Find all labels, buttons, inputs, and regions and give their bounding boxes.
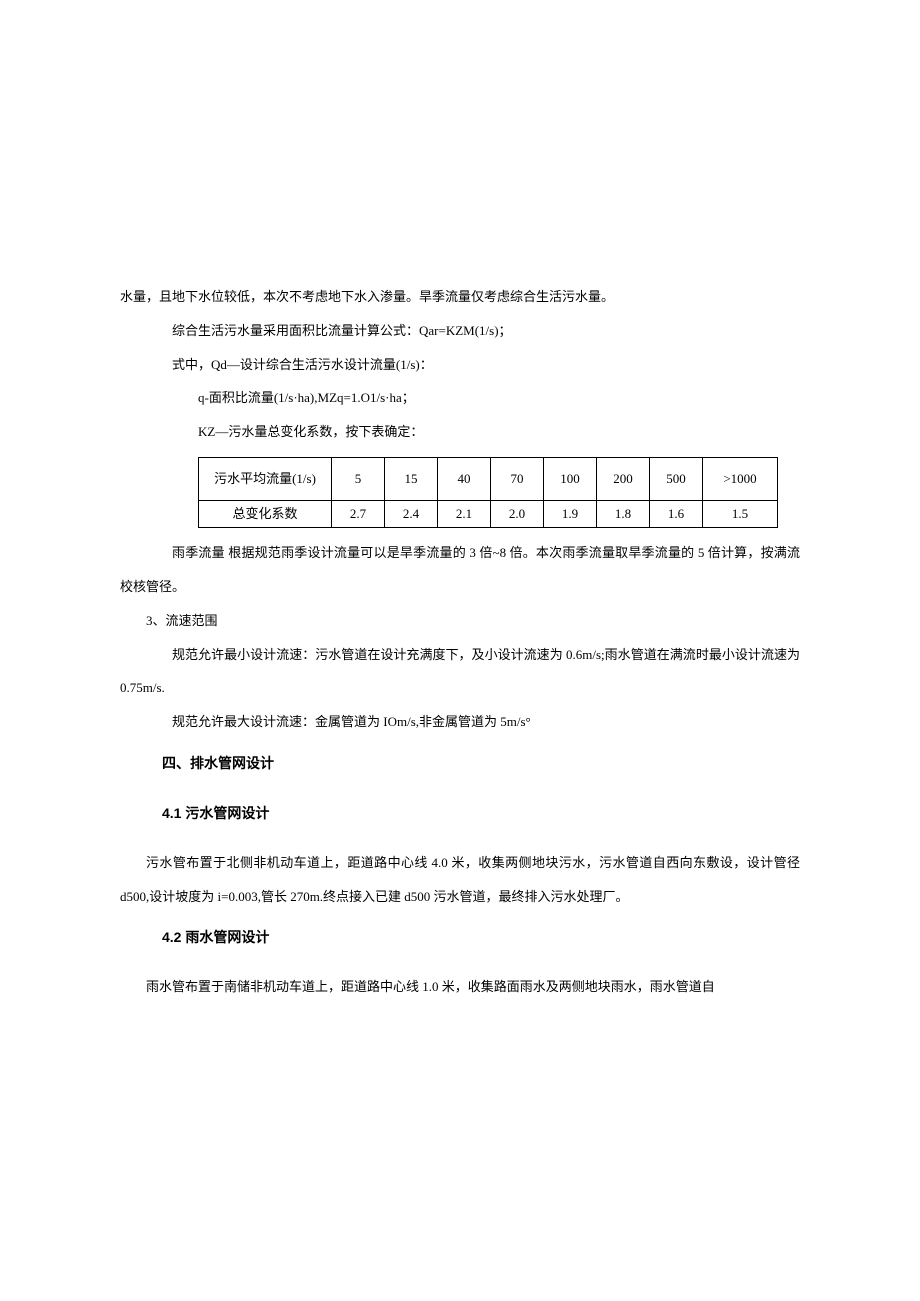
paragraph: 水量，且地下水位较低，本次不考虑地下水入渗量。旱季流量仅考虑综合生活污水量。 — [120, 280, 800, 314]
coefficient-table: 污水平均流量(1/s) 5 15 40 70 100 200 500 >1000… — [198, 457, 778, 528]
table-cell: 污水平均流量(1/s) — [199, 457, 332, 500]
table-cell: 70 — [491, 457, 544, 500]
table-cell: >1000 — [703, 457, 778, 500]
subsection-heading: 4.2 雨水管网设计 — [120, 919, 800, 955]
table-row: 污水平均流量(1/s) 5 15 40 70 100 200 500 >1000 — [199, 457, 778, 500]
table-cell: 200 — [597, 457, 650, 500]
table-cell: 总变化系数 — [199, 500, 332, 527]
paragraph: 污水管布置于北侧非机动车道上，距道路中心线 4.0 米，收集两侧地块污水，污水管… — [120, 846, 800, 914]
table-cell: 40 — [438, 457, 491, 500]
section-heading: 四、排水管网设计 — [120, 745, 800, 781]
paragraph: 综合生活污水量采用面积比流量计算公式：Qar=KZM(1/s)； — [120, 314, 800, 348]
table-cell: 5 — [332, 457, 385, 500]
table-cell: 2.4 — [385, 500, 438, 527]
table-cell: 1.5 — [703, 500, 778, 527]
paragraph: 规范允许最大设计流速：金属管道为 IOm/s,非金属管道为 5m/s° — [120, 705, 800, 739]
paragraph: 3、流速范围 — [120, 604, 800, 638]
paragraph: q-面积比流量(1/s·ha),MZq=1.O1/s·ha； — [120, 381, 800, 415]
paragraph: 雨水管布置于南储非机动车道上，距道路中心线 1.0 米，收集路面雨水及两侧地块雨… — [120, 970, 800, 1004]
table-cell: 2.0 — [491, 500, 544, 527]
table-cell: 2.1 — [438, 500, 491, 527]
table-cell: 15 — [385, 457, 438, 500]
table-cell: 1.9 — [544, 500, 597, 527]
table-cell: 100 — [544, 457, 597, 500]
table-cell: 2.7 — [332, 500, 385, 527]
table-cell: 1.6 — [650, 500, 703, 527]
table-row: 总变化系数 2.7 2.4 2.1 2.0 1.9 1.8 1.6 1.5 — [199, 500, 778, 527]
subsection-heading: 4.1 污水管网设计 — [120, 795, 800, 831]
document-page: 水量，且地下水位较低，本次不考虑地下水入渗量。旱季流量仅考虑综合生活污水量。 综… — [0, 0, 920, 1104]
table-cell: 500 — [650, 457, 703, 500]
paragraph: 式中，Qd—设计综合生活污水设计流量(1/s)： — [120, 348, 800, 382]
paragraph: 雨季流量 根据规范雨季设计流量可以是旱季流量的 3 倍~8 倍。本次雨季流量取旱… — [120, 536, 800, 604]
table-cell: 1.8 — [597, 500, 650, 527]
paragraph: KZ—污水量总变化系数，按下表确定： — [120, 415, 800, 449]
paragraph: 规范允许最小设计流速：污水管道在设计充满度下，及小设计流速为 0.6m/s;雨水… — [120, 638, 800, 706]
